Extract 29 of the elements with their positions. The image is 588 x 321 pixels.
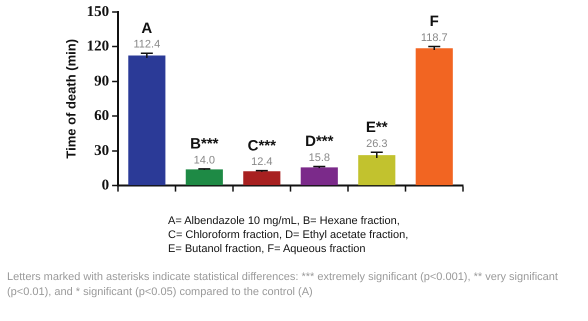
y-tick-label: 60 bbox=[94, 108, 110, 124]
data-label: 112.4 bbox=[133, 38, 160, 51]
data-label: 14.0 bbox=[194, 154, 216, 166]
y-axis-title: Time of death (min) bbox=[63, 38, 78, 159]
text: E= Butanol fraction, F= Aqueous fraction bbox=[168, 242, 367, 256]
y-tick-label: 120 bbox=[86, 38, 110, 55]
y-tick-label: 30 bbox=[94, 142, 110, 159]
x-tick-label: C*** bbox=[248, 137, 276, 154]
bar bbox=[300, 167, 338, 186]
text: C= Chloroform fraction, D= Ethyl acetate fraction, bbox=[168, 228, 408, 242]
data-label: 118.7 bbox=[420, 32, 448, 44]
text: A= Albendazole 10 mg/mL, B= Hexane fraction, bbox=[168, 214, 401, 228]
bar bbox=[416, 48, 453, 186]
y-tick-label: 0 bbox=[102, 177, 110, 194]
x-tick-label: B*** bbox=[190, 135, 219, 152]
x-tick-label: D*** bbox=[305, 133, 334, 150]
data-label: 26.3 bbox=[366, 138, 388, 150]
x-tick-label: A bbox=[141, 20, 152, 37]
bar bbox=[358, 155, 396, 186]
y-tick-label: 90 bbox=[94, 73, 110, 90]
bar bbox=[243, 171, 280, 186]
bar bbox=[128, 56, 166, 186]
text: Letters marked with asterisks indicate statistical differences: *** extremely significant (p<0.001), ** very significant (p<0.01), and * significant (p<0.05) compared to the control (A) bbox=[7, 270, 559, 300]
x-tick-label: E** bbox=[366, 118, 388, 136]
data-label: 12.4 bbox=[251, 156, 273, 168]
bar bbox=[186, 169, 223, 186]
x-tick-label: F bbox=[430, 13, 439, 30]
y-tick-label: 150 bbox=[86, 4, 110, 20]
data-label: 15.8 bbox=[308, 152, 330, 164]
